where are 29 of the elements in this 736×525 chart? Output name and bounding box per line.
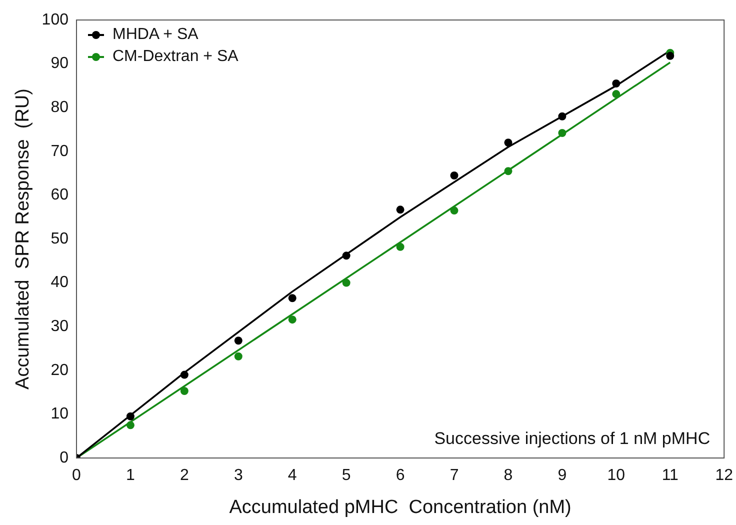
y-tick-label: 30 <box>50 318 69 336</box>
x-tick-label: 12 <box>715 467 734 484</box>
x-tick-label: 9 <box>558 467 567 484</box>
y-tick-label: 20 <box>50 362 69 379</box>
x-axis-title: Accumulated pMHC Concentration (nM) <box>229 496 572 518</box>
x-tick-label: 6 <box>396 467 405 484</box>
y-tick-label: 10 <box>50 406 69 423</box>
legend-label: MHDA + SA <box>112 25 198 45</box>
y-tick-label: 90 <box>50 55 69 72</box>
x-tick-label: 2 <box>180 467 189 484</box>
legend-label: CM-Dextran + SA <box>112 47 238 67</box>
y-tick-label: 50 <box>50 230 69 248</box>
x-tick-label: 10 <box>607 467 626 484</box>
y-tick-label: 0 <box>60 449 69 466</box>
annotation: Successive injections of 1 nM pMHC <box>434 429 710 448</box>
x-tick-label: 8 <box>504 467 513 484</box>
y-tick-label: 80 <box>50 99 69 116</box>
x-tick-label: 3 <box>234 467 243 484</box>
y-tick-label: 60 <box>50 186 69 204</box>
x-tick-label: 1 <box>126 467 136 484</box>
y-tick-label: 70 <box>50 142 69 160</box>
y-axis-title: Accumulated SPR Response (RU) <box>12 88 34 390</box>
y-tick-label: 100 <box>42 11 69 28</box>
x-tick-label: 7 <box>450 467 459 484</box>
x-tick-label: 0 <box>72 467 82 484</box>
y-tick-label: 40 <box>50 274 69 292</box>
x-tick-label: 11 <box>662 467 679 484</box>
x-tick-label: 5 <box>342 467 351 484</box>
x-tick-label: 4 <box>288 467 297 484</box>
